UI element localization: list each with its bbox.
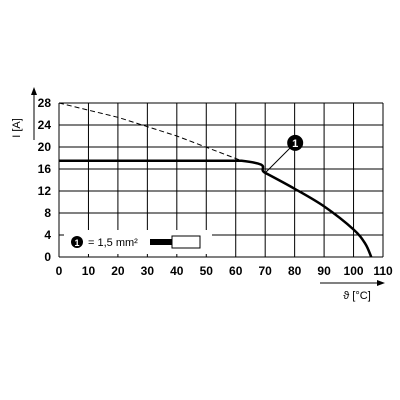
y-tick-label: 28 bbox=[38, 96, 52, 110]
legend: 1 = 1,5 mm² bbox=[64, 230, 212, 254]
y-axis-label: I [A] bbox=[11, 118, 23, 138]
series-group bbox=[58, 102, 373, 258]
x-axis-label: ϑ [°C] bbox=[343, 290, 371, 302]
y-tick-label: 20 bbox=[38, 140, 52, 154]
conductor-core-icon bbox=[150, 239, 172, 245]
x-axis-arrow-head bbox=[377, 280, 385, 286]
x-tick-label: 100 bbox=[344, 264, 364, 278]
y-tick-label: 8 bbox=[44, 206, 51, 220]
y-axis-label-group: I [A] bbox=[11, 87, 37, 140]
grid bbox=[58, 102, 384, 258]
y-axis-arrow-head bbox=[31, 87, 37, 95]
callout-leader-line bbox=[264, 147, 291, 174]
x-axis-label-group: ϑ [°C] bbox=[320, 280, 385, 302]
y-tick-label: 0 bbox=[44, 250, 51, 264]
x-tick-labels: 0 10 20 30 40 50 60 70 80 90 100 110 bbox=[56, 264, 393, 278]
legend-marker-label: 1 bbox=[74, 238, 79, 248]
callout: 1 bbox=[264, 134, 304, 174]
x-tick-label: 110 bbox=[373, 264, 393, 278]
x-tick-label: 50 bbox=[200, 264, 214, 278]
series-line-dashed bbox=[58, 102, 242, 162]
x-tick-label: 0 bbox=[56, 264, 63, 278]
y-tick-labels: 0 4 8 12 16 20 24 28 bbox=[38, 96, 52, 264]
x-tick-label: 40 bbox=[170, 264, 184, 278]
series-line-solid bbox=[59, 159, 373, 258]
legend-marker-circle bbox=[71, 236, 83, 248]
x-tick-label: 60 bbox=[229, 264, 243, 278]
conductor-insulation-icon bbox=[171, 235, 201, 249]
callout-marker-circle bbox=[287, 134, 304, 151]
y-tick-label: 12 bbox=[38, 184, 52, 198]
y-tick-label: 24 bbox=[38, 118, 52, 132]
y-tick-label: 4 bbox=[44, 228, 51, 242]
y-tick-label: 16 bbox=[38, 162, 52, 176]
x-tick-label: 10 bbox=[82, 264, 96, 278]
callout-marker-label: 1 bbox=[292, 138, 298, 150]
legend-text: = 1,5 mm² bbox=[88, 237, 138, 249]
x-tick-label: 80 bbox=[288, 264, 302, 278]
x-tick-label: 90 bbox=[317, 264, 331, 278]
x-tick-label: 30 bbox=[141, 264, 155, 278]
x-tick-label: 70 bbox=[259, 264, 273, 278]
x-tick-label: 20 bbox=[111, 264, 125, 278]
